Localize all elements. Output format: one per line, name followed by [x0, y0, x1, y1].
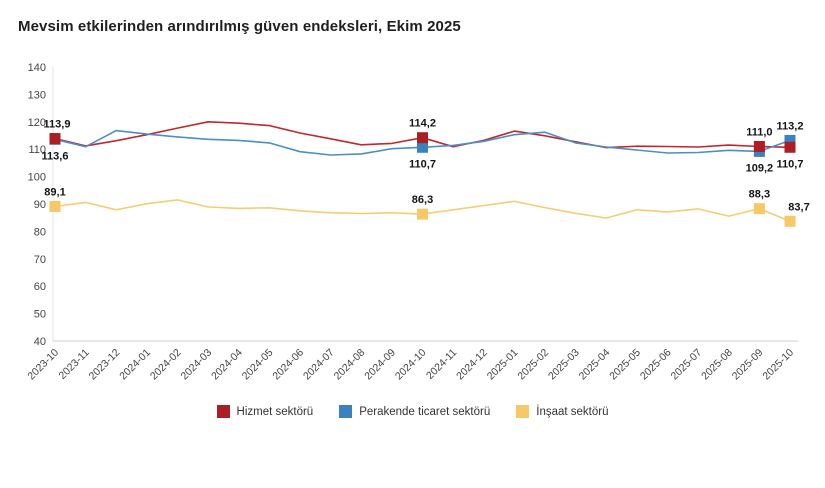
- x-axis-label: 2024-06: [270, 347, 306, 383]
- y-axis-label: 130: [28, 89, 46, 101]
- x-axis-label: 2024-07: [301, 347, 337, 383]
- y-axis-label: 140: [28, 62, 46, 74]
- x-axis-label: 2025-10: [760, 347, 796, 383]
- legend-item-3[interactable]: İnşaat sektörü: [516, 405, 608, 418]
- x-axis-label: 2025-05: [607, 347, 643, 383]
- y-axis-label: 40: [34, 336, 46, 348]
- x-axis-label: 2025-08: [699, 347, 735, 383]
- x-axis-label: 2024-02: [148, 347, 184, 383]
- data-point-label: 109,2: [746, 162, 774, 174]
- x-axis: 2023-102023-112023-122024-012024-022024-…: [25, 347, 796, 383]
- y-axis-label: 110: [28, 144, 46, 156]
- legend-label: Hizmet sektörü: [236, 405, 314, 418]
- data-point-label: 110,7: [777, 158, 804, 170]
- y-axis-label: 90: [34, 199, 46, 211]
- x-axis-label: 2024-03: [179, 347, 215, 383]
- chart-title: Mevsim etkilerinden arındırılmış güven e…: [18, 18, 461, 35]
- x-axis-label: 2023-10: [25, 347, 61, 383]
- x-axis-label: 2025-07: [669, 347, 705, 383]
- data-point-label: 113,9: [44, 119, 71, 131]
- x-axis-label: 2024-04: [209, 347, 245, 383]
- data-point-label: 89,1: [44, 186, 65, 198]
- data-point-marker: [784, 215, 796, 227]
- y-axis-label: 60: [34, 281, 46, 293]
- x-axis-label: 2025-01: [485, 347, 521, 383]
- data-point-label: 110,7: [409, 158, 436, 170]
- confidence-index-chart: 4050607080901001101201301402023-102023-1…: [25, 62, 809, 383]
- legend-item-2[interactable]: Perakende ticaret sektörü: [339, 405, 490, 418]
- y-axis-label: 120: [28, 117, 46, 129]
- data-point-marker: [753, 203, 765, 215]
- chart-legend: Hizmet sektörü Perakende ticaret sektörü İ…: [0, 405, 825, 418]
- x-axis-label: 2024-09: [362, 347, 398, 383]
- legend-label: İnşaat sektörü: [536, 405, 609, 418]
- data-point-label: 113,6: [42, 150, 69, 162]
- x-axis-label: 2024-10: [393, 347, 429, 383]
- x-axis-label: 2024-12: [454, 347, 490, 383]
- x-axis-label: 2025-06: [638, 347, 674, 383]
- data-point-marker: [49, 200, 61, 212]
- data-point-label: 114,2: [409, 118, 436, 130]
- legend-swatch-icon: [516, 405, 530, 418]
- y-axis-label: 100: [28, 172, 46, 184]
- data-point-label: 111,0: [746, 126, 772, 138]
- data-point-marker: [784, 141, 796, 153]
- y-axis-label: 50: [34, 309, 46, 321]
- data-point-marker: [417, 141, 428, 153]
- legend-swatch-icon: [339, 405, 353, 418]
- data-point-marker: [753, 140, 765, 152]
- y-axis-label: 80: [34, 226, 46, 238]
- x-axis-label: 2025-02: [515, 347, 551, 383]
- y-axis: 40 50 60 70 80 90 100 110 120 130 140: [28, 62, 46, 348]
- legend-label: Perakende ticaret sektörü: [359, 405, 491, 418]
- x-axis-label: 2024-05: [240, 347, 276, 383]
- data-point-marker: [784, 134, 796, 146]
- data-point-marker: [417, 132, 428, 144]
- data-point-label: 86,3: [412, 194, 433, 206]
- y-axis-label: 70: [34, 254, 46, 266]
- data-point-label: 88,3: [749, 189, 770, 201]
- x-axis-label: 2025-04: [577, 347, 613, 383]
- x-axis-label: 2023-12: [87, 347, 123, 383]
- data-point-marker: [49, 133, 61, 145]
- x-axis-label: 2024-08: [332, 347, 368, 383]
- data-point-label: 113,2: [777, 120, 804, 132]
- x-axis-label: 2025-03: [546, 347, 582, 383]
- legend-item-1[interactable]: Hizmet sektörü: [216, 405, 314, 418]
- legend-swatch-icon: [216, 405, 230, 418]
- x-axis-label: 2025-09: [730, 347, 766, 383]
- data-point-marker: [417, 208, 428, 220]
- x-axis-label: 2024-01: [117, 347, 153, 383]
- data-point-label: 83,7: [788, 201, 809, 213]
- x-axis-label: 2024-11: [424, 347, 459, 382]
- x-axis-label: 2023-11: [57, 347, 92, 382]
